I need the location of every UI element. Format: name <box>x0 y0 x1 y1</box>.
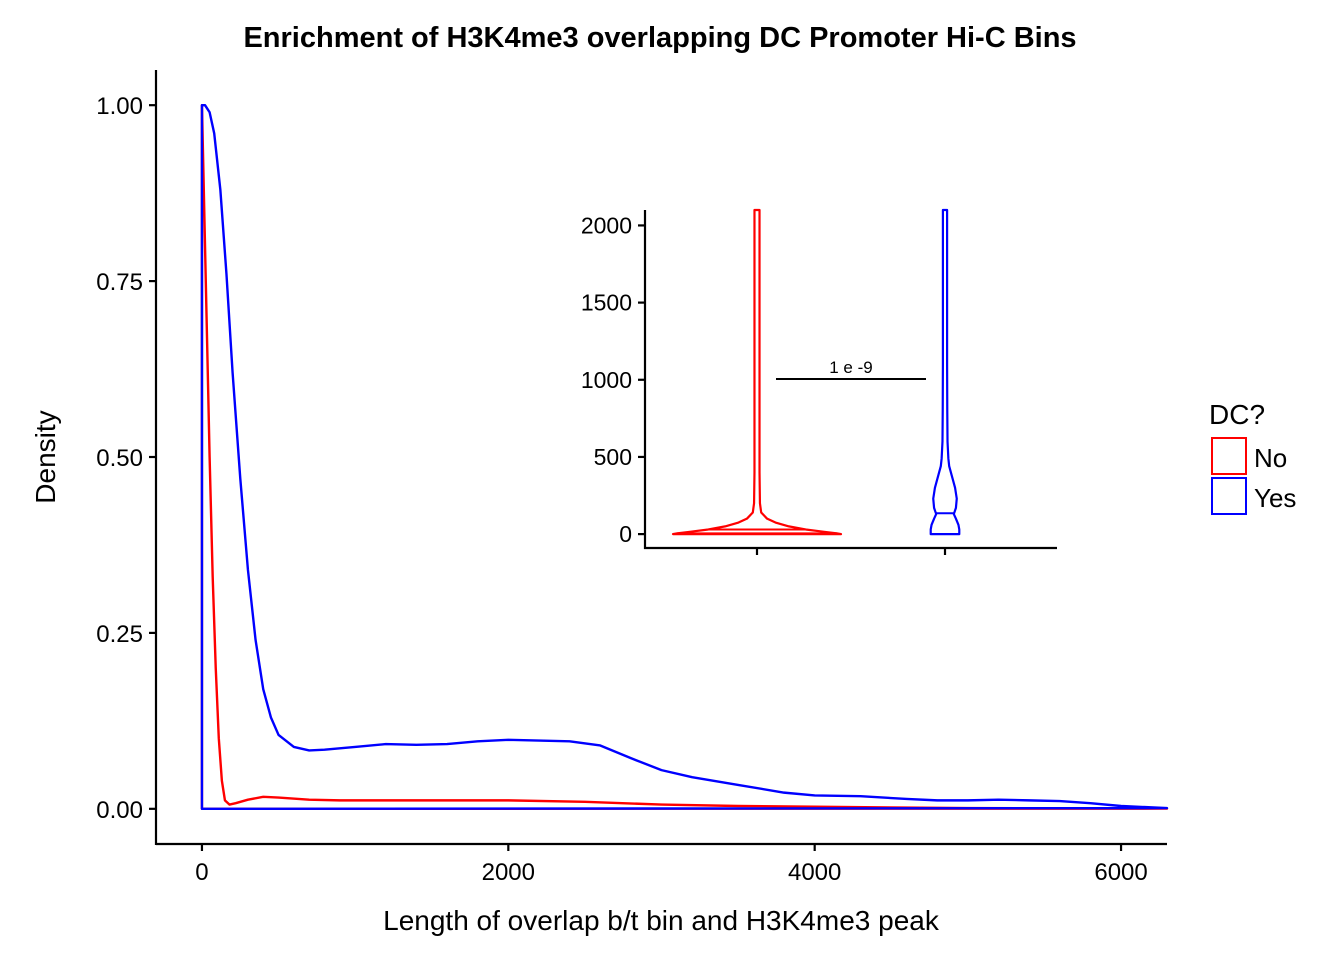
y-tick-label: 0.00 <box>96 797 143 824</box>
main-plot: 0.00 0.25 0.50 0.75 1.00 0 2000 4000 6000 <box>96 70 1169 886</box>
y-tick-label: 0.25 <box>96 621 143 648</box>
density-line-no <box>200 103 1169 811</box>
legend-label-no: No <box>1254 443 1287 473</box>
x-tick-label: 4000 <box>788 859 841 886</box>
inset-y-tick-label: 0 <box>619 521 632 547</box>
y-axis-title: Density <box>30 410 61 503</box>
inset-y-axis-ticks: 0 500 1000 1500 2000 <box>581 212 645 547</box>
legend: DC? No Yes <box>1209 399 1296 515</box>
x-axis-ticks: 0 2000 4000 6000 <box>195 844 1148 886</box>
legend-title: DC? <box>1209 399 1265 430</box>
significance-label: 1 e -9 <box>829 358 872 377</box>
x-tick-label: 6000 <box>1094 859 1147 886</box>
x-tick-label: 0 <box>195 859 208 886</box>
violin-no <box>671 208 843 536</box>
y-axis-ticks: 0.00 0.25 0.50 0.75 1.00 <box>96 93 156 824</box>
inset-y-tick-label: 2000 <box>581 212 632 238</box>
x-axis-title: Length of overlap b/t bin and H3K4me3 pe… <box>383 905 940 936</box>
density-curves <box>200 103 1169 811</box>
legend-label-yes: Yes <box>1254 483 1296 513</box>
violins <box>671 208 961 536</box>
chart-title: Enrichment of H3K4me3 overlapping DC Pro… <box>243 22 1076 54</box>
inset-y-tick-label: 1000 <box>581 367 632 393</box>
y-tick-label: 1.00 <box>96 93 143 120</box>
y-tick-label: 0.50 <box>96 445 143 472</box>
density-line-yes <box>200 103 1169 811</box>
violin-yes <box>929 208 961 536</box>
inset-y-tick-label: 1500 <box>581 290 632 316</box>
y-tick-label: 0.75 <box>96 269 143 296</box>
legend-key-no <box>1211 437 1247 475</box>
legend-key-yes <box>1211 477 1247 515</box>
x-tick-label: 2000 <box>482 859 535 886</box>
inset-violin-plot: 0 500 1000 1500 2000 1 e -9 <box>581 208 1057 555</box>
inset-y-tick-label: 500 <box>594 444 632 470</box>
inset-x-axis-ticks <box>755 548 947 555</box>
